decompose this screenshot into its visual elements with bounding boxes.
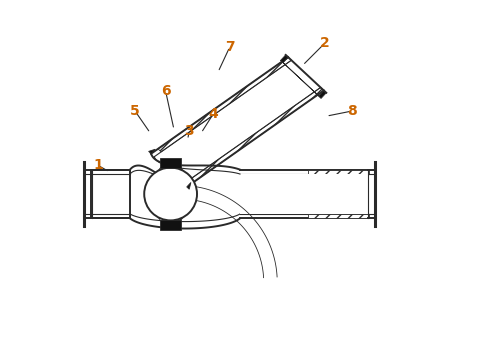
Text: 4: 4 (208, 107, 218, 121)
Text: 2: 2 (320, 36, 329, 50)
Polygon shape (160, 221, 181, 230)
Polygon shape (91, 214, 130, 218)
Text: 5: 5 (130, 104, 140, 118)
Circle shape (144, 168, 197, 221)
Text: 1: 1 (93, 158, 103, 172)
Polygon shape (158, 218, 183, 221)
Polygon shape (281, 60, 321, 98)
Polygon shape (187, 182, 191, 189)
Polygon shape (308, 214, 369, 218)
Text: 7: 7 (225, 40, 235, 54)
Polygon shape (91, 170, 130, 218)
Text: 8: 8 (347, 104, 357, 118)
Text: 3: 3 (184, 125, 194, 138)
Polygon shape (240, 174, 369, 214)
Polygon shape (149, 149, 155, 154)
Polygon shape (319, 90, 326, 98)
Polygon shape (191, 87, 324, 182)
Polygon shape (91, 170, 130, 174)
Polygon shape (308, 170, 369, 174)
Polygon shape (158, 168, 183, 170)
Text: 6: 6 (161, 84, 170, 98)
Polygon shape (160, 158, 181, 168)
Polygon shape (158, 57, 291, 152)
Polygon shape (155, 60, 321, 184)
Polygon shape (281, 55, 288, 63)
